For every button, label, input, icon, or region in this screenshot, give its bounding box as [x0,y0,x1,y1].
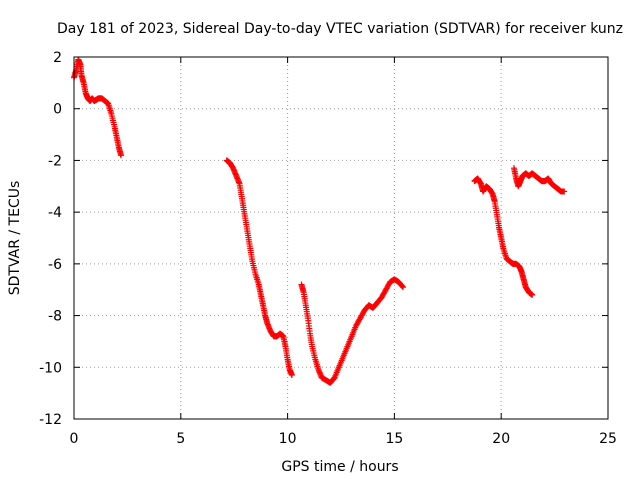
y-tick-label: -6 [48,257,62,273]
y-tick-label: -2 [48,153,62,169]
plot-frame [73,56,609,420]
tick-labels: 0 5 10 15 20 25 -12 -10 -8 -6 -4 -2 0 2 [39,50,617,447]
series-segment-5 [511,165,568,195]
x-tick-label: 20 [492,431,510,447]
x-tick-label: 10 [279,431,297,447]
data-point-marker [117,152,124,159]
y-tick-label: -12 [39,412,62,428]
y-tick-label: -4 [48,205,62,221]
series-segment-2 [223,157,295,379]
y-tick-label: 2 [53,50,62,66]
x-tick-label: 15 [385,431,403,447]
data-point-marker [288,372,295,379]
data-points [71,56,568,386]
data-point-marker [561,188,568,195]
x-tick-label: 0 [70,431,79,447]
x-axis-label: GPS time / hours [281,459,398,475]
data-point-marker [399,284,406,291]
data-point-marker [529,291,536,298]
series-segment-4 [471,175,536,298]
x-tick-label: 5 [176,431,185,447]
x-tick-label: 25 [599,431,617,447]
chart-title: Day 181 of 2023, Sidereal Day-to-day VTE… [57,21,623,37]
series-segment-1 [71,56,124,159]
y-tick-label: 0 [53,102,62,118]
y-tick-label: -10 [39,360,62,376]
y-tick-label: -8 [48,309,62,325]
data-point-marker [399,283,406,290]
series-segment-3 [298,276,406,386]
y-axis-label: SDTVAR / TECUs [7,181,23,296]
